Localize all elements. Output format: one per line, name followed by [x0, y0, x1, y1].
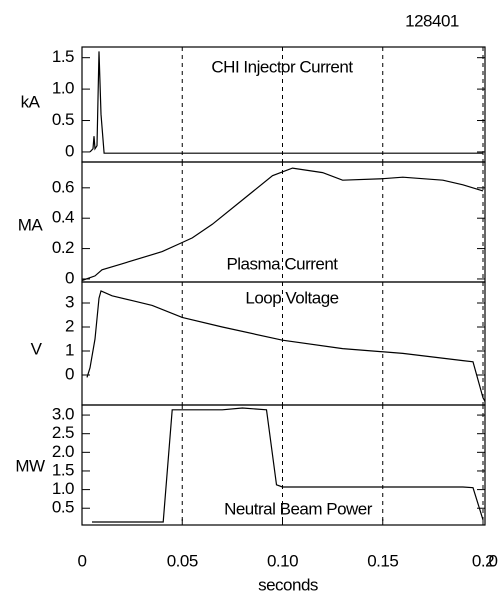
y-tick-label: 1.0 — [52, 479, 74, 498]
y-tick-label: 0.2 — [52, 238, 74, 257]
x-tick-label: 0 — [78, 551, 87, 570]
y-tick-label: 3 — [65, 292, 74, 311]
y-tick-label: 1 — [65, 340, 74, 359]
y-tick-label: 1.0 — [52, 79, 74, 98]
y-axis-label: MA — [18, 215, 44, 234]
data-line — [86, 290, 486, 402]
y-axis-label: V — [31, 339, 43, 358]
x-tick-label: 0.10 — [267, 551, 298, 570]
y-axis-label: MW — [15, 456, 45, 475]
panel-title: Neutral Beam Power — [224, 499, 373, 518]
y-tick-label: 2.0 — [52, 442, 74, 461]
y-tick-label: 2 — [65, 316, 74, 335]
data-line — [92, 407, 484, 523]
x-tick-label: 0.05 — [167, 551, 198, 570]
x-axis-label: seconds — [258, 575, 318, 594]
y-tick-label: 0 — [65, 364, 74, 383]
y-tick-label: 0 — [65, 268, 74, 287]
y-tick-label: 1.5 — [52, 47, 74, 66]
panel-title: CHI Injector Current — [211, 57, 353, 76]
y-tick-label: 0 — [65, 141, 74, 160]
x-tick-label: 0 — [489, 551, 498, 570]
y-tick-label: 1.5 — [52, 460, 74, 479]
x-tick-label: 0.2 — [472, 551, 494, 570]
y-tick-label: 2.5 — [52, 423, 74, 442]
panel-title: Loop Voltage — [245, 288, 338, 307]
y-tick-label: 3.0 — [52, 405, 74, 424]
y-axis-label: kA — [21, 92, 41, 111]
y-tick-label: 0.4 — [52, 208, 74, 227]
x-tick-label: 0.15 — [367, 551, 398, 570]
panel-title: Plasma Current — [226, 254, 338, 273]
panel-frame — [81, 404, 486, 526]
shot-number: 128401 — [405, 11, 459, 30]
data-line — [81, 167, 484, 282]
y-tick-label: 0.6 — [52, 177, 74, 196]
y-tick-label: 0.5 — [52, 110, 74, 129]
data-line — [89, 51, 483, 154]
y-tick-label: 0.5 — [52, 498, 74, 517]
